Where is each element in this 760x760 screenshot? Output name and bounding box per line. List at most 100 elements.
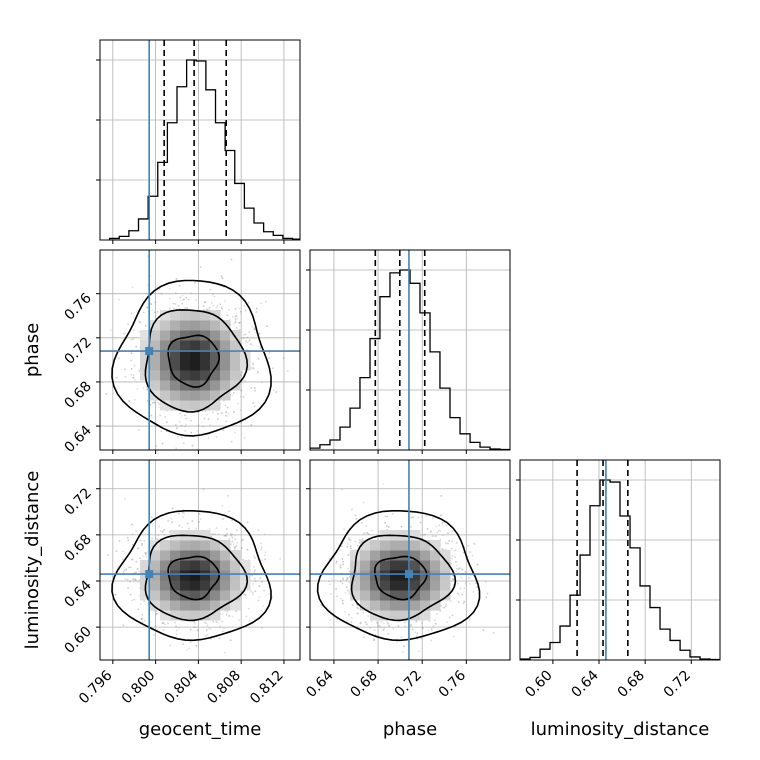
scatter-point <box>423 533 426 536</box>
panel-content <box>310 460 510 660</box>
density-cell <box>160 400 171 411</box>
scatter-point <box>220 275 223 278</box>
scatter-point <box>118 298 121 301</box>
scatter-point <box>123 332 126 335</box>
scatter-point <box>204 410 207 413</box>
scatter-point <box>172 307 175 310</box>
scatter-point <box>132 374 135 377</box>
scatter-point <box>155 445 158 448</box>
density-cell <box>170 580 181 591</box>
density-cell <box>170 360 181 371</box>
scatter-point <box>216 412 219 415</box>
scatter-point <box>183 425 186 428</box>
scatter-point <box>434 622 437 625</box>
scatter-point <box>233 322 236 325</box>
density-cell <box>210 400 221 411</box>
scatter-point <box>230 532 232 535</box>
density-cell <box>190 310 201 321</box>
scatter-point <box>354 514 357 517</box>
scatter-point <box>218 637 221 640</box>
density-cell <box>170 550 181 561</box>
scatter-point <box>162 629 165 631</box>
density-cell <box>410 570 421 581</box>
scatter-point <box>133 580 136 583</box>
x-axis-label: luminosity_distance <box>531 719 710 740</box>
scatter-point <box>419 521 422 524</box>
scatter-point <box>241 547 243 549</box>
scatter-point <box>219 303 222 306</box>
scatter-point <box>123 497 126 500</box>
scatter-point <box>170 517 172 520</box>
scatter-point <box>382 483 385 486</box>
scatter-point <box>191 444 194 447</box>
scatter-point <box>253 577 256 580</box>
scatter-point <box>444 542 447 544</box>
scatter-point <box>482 629 485 631</box>
density-cell <box>160 550 171 561</box>
density-cell <box>200 400 211 411</box>
scatter-point <box>121 558 124 561</box>
scatter-point <box>114 593 117 596</box>
scatter-point <box>241 371 244 374</box>
scatter-point <box>316 598 318 600</box>
scatter-point <box>107 554 109 557</box>
scatter-point <box>115 376 118 379</box>
scatter-point <box>142 387 145 389</box>
scatter-point <box>446 621 449 624</box>
scatter-point <box>220 306 223 309</box>
panel-content <box>310 250 510 450</box>
scatter-point <box>185 296 188 299</box>
scatter-point <box>230 258 233 261</box>
scatter-point <box>442 548 445 551</box>
density-cell <box>150 350 161 361</box>
density-cell <box>410 550 421 561</box>
scatter-point <box>129 566 132 569</box>
scatter-point <box>235 529 238 532</box>
density-cell <box>150 360 161 371</box>
scatter-point <box>349 547 352 550</box>
density-cell <box>190 590 201 601</box>
scatter-point <box>143 600 146 603</box>
scatter-point <box>263 533 266 536</box>
scatter-point <box>451 540 453 543</box>
scatter-point <box>384 521 387 524</box>
scatter-point <box>395 641 398 643</box>
density-cell <box>200 310 211 321</box>
scatter-point <box>251 366 254 369</box>
x-axis-label: geocent_time <box>139 719 262 740</box>
scatter-point <box>124 376 127 378</box>
density-cell <box>170 340 181 351</box>
scatter-point <box>239 409 242 411</box>
scatter-point <box>132 376 135 379</box>
density-cell <box>180 540 191 551</box>
scatter-point <box>243 333 246 336</box>
scatter-point <box>359 622 362 625</box>
scatter-point <box>132 338 134 340</box>
scatter-point <box>150 414 153 417</box>
scatter-point <box>216 621 219 624</box>
density-cell <box>220 380 231 391</box>
scatter-point <box>430 629 433 632</box>
scatter-point <box>245 340 247 343</box>
scatter-point <box>247 607 250 610</box>
scatter-point <box>203 301 206 304</box>
density-cell <box>170 350 181 361</box>
scatter-point <box>122 624 125 627</box>
density-cell <box>150 600 161 611</box>
scatter-point <box>182 298 185 301</box>
density-cell <box>170 600 181 611</box>
scatter-point <box>150 516 153 519</box>
scatter-point <box>259 542 262 545</box>
scatter-point <box>429 531 432 533</box>
scatter-point <box>434 619 436 621</box>
scatter-point <box>132 329 135 332</box>
scatter-point <box>118 540 121 542</box>
scatter-point <box>146 388 149 391</box>
scatter-point <box>127 566 130 569</box>
density-cell <box>170 540 181 551</box>
scatter-point <box>176 435 179 438</box>
scatter-point <box>131 286 134 289</box>
scatter-point <box>193 281 196 284</box>
density-cell <box>230 600 241 611</box>
